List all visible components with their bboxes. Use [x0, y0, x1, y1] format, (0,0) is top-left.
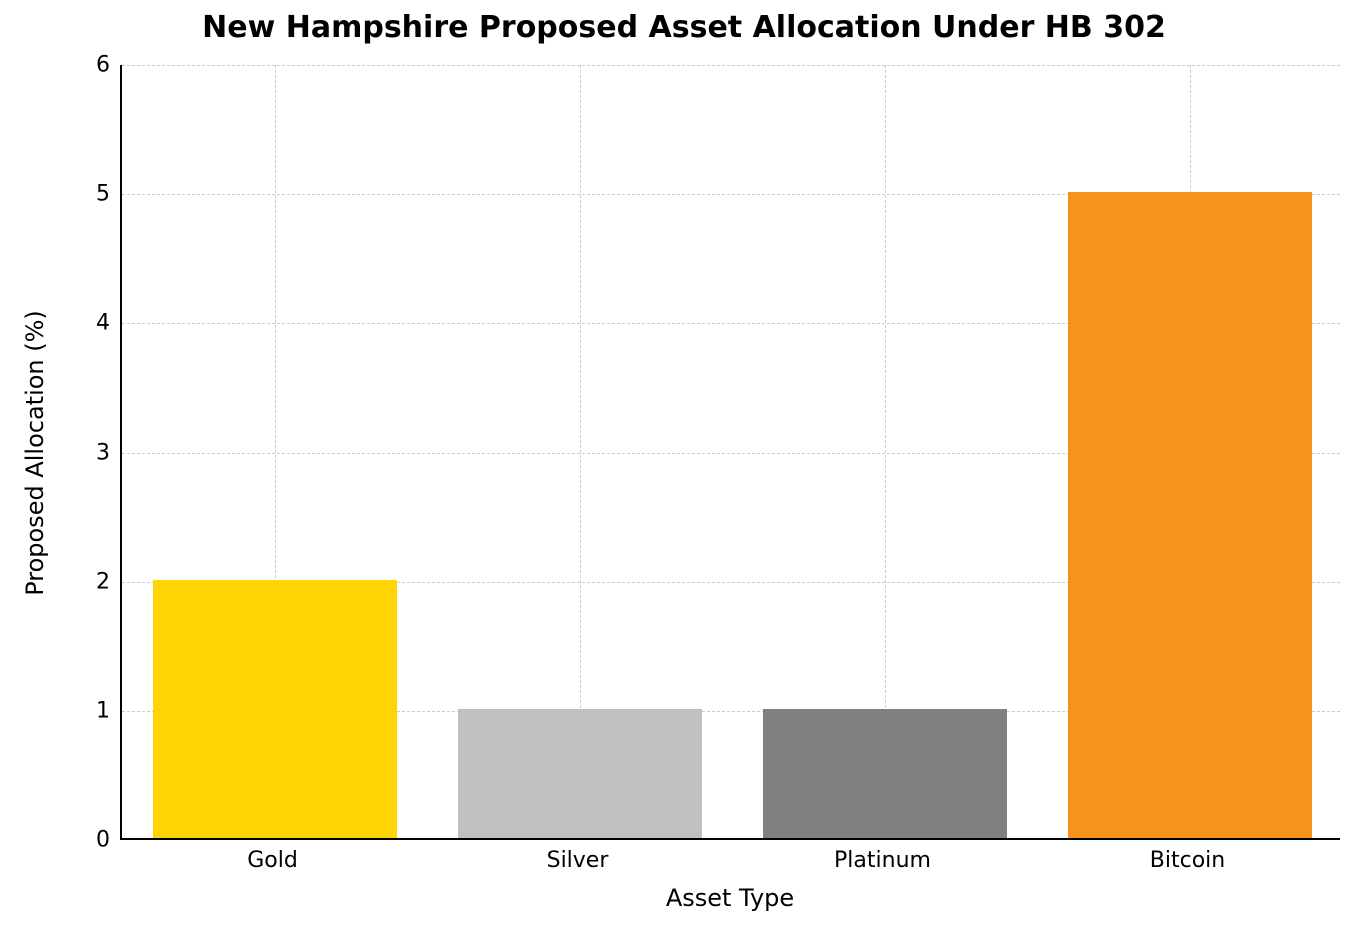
y-tick-label: 6 [60, 53, 110, 78]
x-tick-label: Silver [547, 848, 609, 873]
bar-bitcoin [1068, 192, 1312, 838]
y-tick-label: 1 [60, 698, 110, 723]
y-tick-label: 4 [60, 311, 110, 336]
plot-area [120, 65, 1340, 840]
x-tick-label: Gold [247, 848, 298, 873]
y-tick-label: 0 [60, 828, 110, 853]
bar-platinum [763, 709, 1007, 838]
figure: New Hampshire Proposed Asset Allocation … [0, 0, 1368, 947]
bar-gold [153, 580, 397, 838]
y-tick-label: 3 [60, 440, 110, 465]
x-axis-label: Asset Type [666, 884, 794, 912]
gridline-h [122, 65, 1340, 66]
y-axis-label: Proposed Allocation (%) [21, 310, 49, 596]
chart-title: New Hampshire Proposed Asset Allocation … [0, 10, 1368, 45]
y-tick-label: 2 [60, 569, 110, 594]
x-tick-label: Bitcoin [1150, 848, 1225, 873]
x-tick-label: Platinum [834, 848, 931, 873]
y-tick-label: 5 [60, 182, 110, 207]
bar-silver [458, 709, 702, 838]
